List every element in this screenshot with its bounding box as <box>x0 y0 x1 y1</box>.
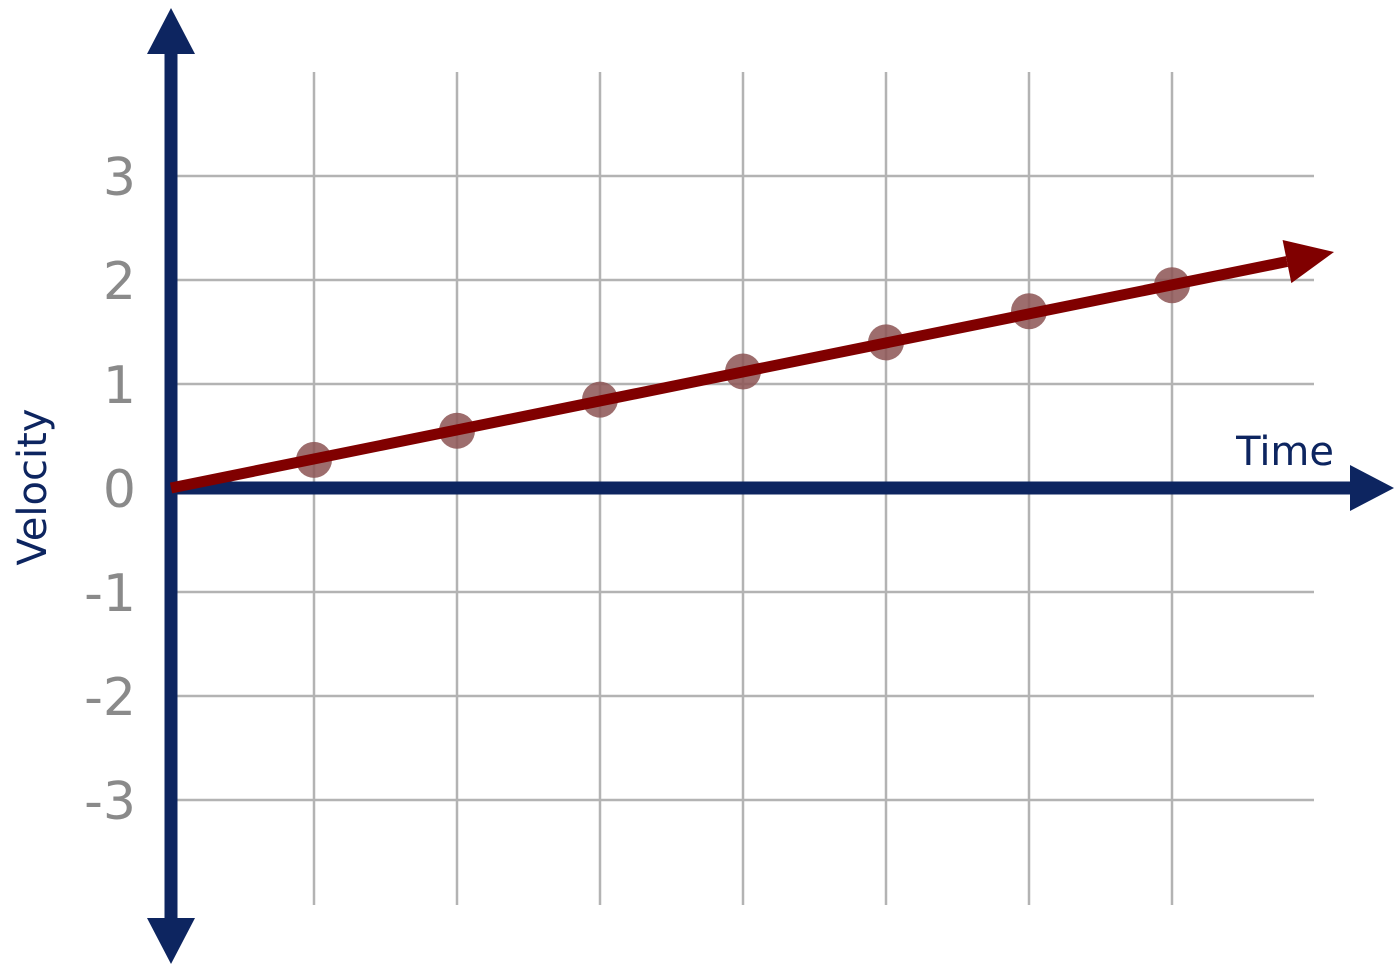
y-tick-label: 1 <box>103 356 136 416</box>
y-tick-label: -3 <box>84 772 136 832</box>
x-axis-arrow <box>1350 465 1394 511</box>
trend-line <box>169 256 1289 494</box>
y-tick-label: 2 <box>103 252 136 312</box>
axes <box>147 8 1394 964</box>
y-tick-label: -1 <box>84 564 136 624</box>
y-tick-label: 3 <box>103 148 136 208</box>
y-tick-labels: 3 2 1 0 -1 -2 -3 <box>84 148 136 832</box>
trend-line-arrow <box>1282 239 1334 284</box>
y-axis-label: Velocity <box>10 409 56 566</box>
y-tick-label: 0 <box>103 460 136 520</box>
trend-line-group <box>169 239 1334 494</box>
x-axis-label: Time <box>1235 429 1334 475</box>
y-tick-label: -2 <box>84 668 136 728</box>
y-axis-arrow-down <box>147 918 195 964</box>
y-axis-arrow-up <box>147 8 195 54</box>
